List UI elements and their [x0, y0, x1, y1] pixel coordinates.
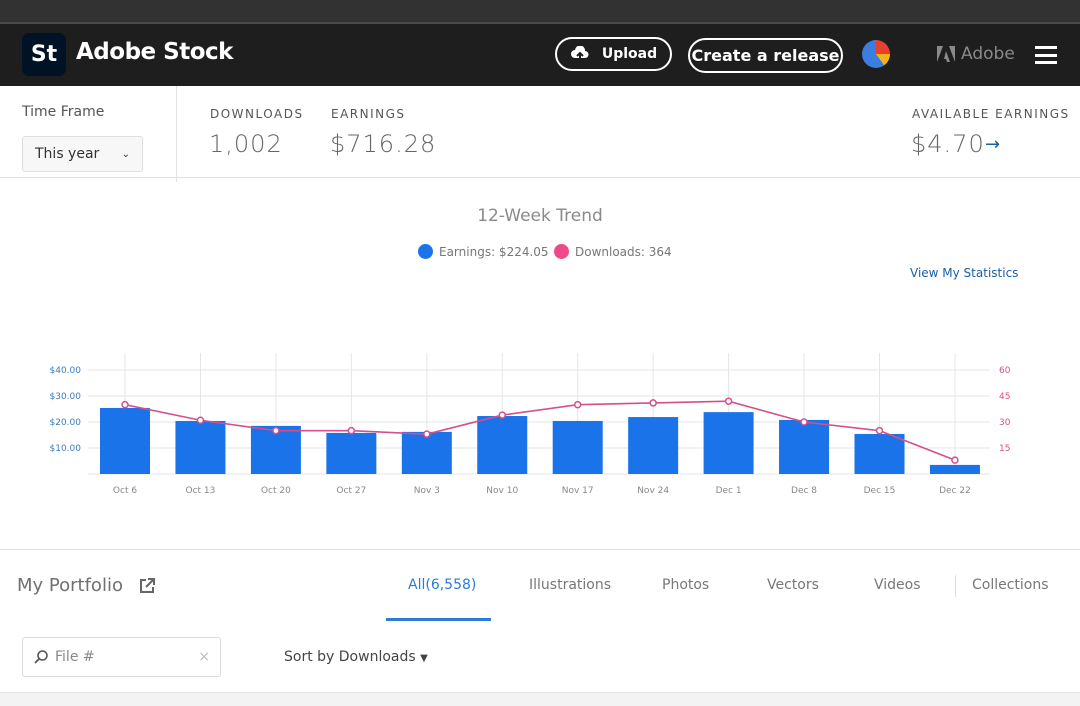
y-left-tick-label: $40.00: [50, 366, 82, 376]
chevron-down-icon: ▼: [420, 653, 428, 664]
time-frame-value: This year: [35, 146, 100, 162]
downloads-point: [573, 400, 582, 409]
x-tick-label: Oct 6: [113, 486, 137, 496]
upload-button[interactable]: Upload: [555, 37, 672, 71]
downloads-point: [498, 411, 506, 419]
tab-photos[interactable]: Photos: [662, 577, 710, 593]
hamburger-menu-icon[interactable]: [1035, 46, 1057, 64]
x-tick-label: Dec 8: [791, 486, 817, 496]
adobe-link[interactable]: Adobe: [937, 44, 1015, 64]
earnings-bar: [929, 464, 980, 474]
adobe-label: Adobe: [961, 44, 1015, 64]
browser-top-strip: [0, 0, 1080, 24]
avatar[interactable]: [862, 40, 890, 68]
y-right-tick-label: 15: [999, 444, 1010, 454]
tab-all[interactable]: All(6,558): [408, 577, 477, 593]
file-search-input[interactable]: File # ×: [22, 637, 221, 677]
adobe-logo-icon: [937, 46, 955, 62]
earnings-label: EARNINGS: [331, 107, 406, 121]
adobe-stock-logo[interactable]: St: [22, 33, 66, 76]
search-placeholder: File #: [55, 649, 95, 665]
downloads-dot-icon: [554, 244, 569, 259]
x-tick-label: Dec 15: [864, 486, 896, 496]
view-my-statistics-link[interactable]: View My Statistics: [910, 266, 1019, 280]
time-frame-label: Time Frame: [22, 104, 105, 120]
tab-vectors[interactable]: Vectors: [767, 577, 819, 593]
available-earnings-value: $4.70: [911, 130, 985, 158]
earnings-bar: [326, 432, 377, 474]
x-tick-label: Nov 10: [486, 486, 518, 496]
x-tick-label: Nov 17: [562, 486, 594, 496]
portfolio-title: My Portfolio: [17, 575, 123, 596]
stats-bar: Time Frame This year ⌄ DOWNLOADS 1,002 EA…: [0, 86, 1080, 182]
active-tab-indicator: [386, 618, 491, 621]
legend-downloads-label: Downloads: 364: [575, 244, 672, 259]
tab-videos[interactable]: Videos: [874, 577, 921, 593]
x-tick-label: Oct 27: [336, 486, 366, 496]
arrow-right-icon[interactable]: →: [985, 134, 1001, 155]
earnings-bar: [552, 420, 603, 474]
brand-name[interactable]: Adobe Stock: [76, 39, 233, 65]
trend-title: 12-Week Trend: [477, 206, 603, 226]
earnings-value: $716.28: [330, 130, 437, 158]
sort-dropdown[interactable]: Sort by Downloads ▼: [284, 649, 428, 665]
available-earnings-label: AVAILABLE EARNINGS: [912, 107, 1070, 121]
downloads-line: [124, 400, 956, 461]
legend-earnings-label: Earnings: $224.05: [439, 244, 549, 259]
earnings-bar: [477, 416, 528, 474]
y-right-tick-label: 60: [999, 366, 1011, 376]
app-header: St Adobe Stock Upload Create a release A…: [0, 24, 1080, 86]
y-left-tick-label: $20.00: [50, 418, 82, 428]
downloads-point: [724, 397, 733, 405]
divider: [955, 575, 956, 597]
x-tick-label: Oct 20: [261, 486, 291, 496]
earnings-bar: [854, 433, 905, 474]
earnings-bar: [100, 407, 150, 474]
downloads-point: [347, 426, 356, 435]
sort-label: Sort by Downloads: [284, 649, 416, 665]
cloud-upload-icon: [570, 46, 589, 61]
divider: [0, 549, 1080, 550]
y-left-tick-label: $30.00: [50, 392, 82, 402]
downloads-point: [649, 399, 657, 407]
downloads-label: DOWNLOADS: [210, 107, 304, 121]
downloads-point: [272, 426, 280, 435]
y-right-tick-label: 45: [999, 392, 1010, 402]
legend-downloads[interactable]: Downloads: 364: [554, 244, 672, 259]
downloads-point: [121, 400, 129, 409]
chevron-down-icon: ⌄: [121, 149, 130, 160]
y-right-tick-label: 30: [999, 418, 1011, 428]
upload-label: Upload: [601, 46, 658, 62]
earnings-bar: [628, 417, 679, 474]
earnings-dot-icon: [418, 244, 433, 259]
list-area: [0, 692, 1080, 706]
external-link-icon[interactable]: [139, 577, 155, 594]
portfolio-header: My Portfolio: [17, 575, 155, 596]
clear-icon[interactable]: ×: [198, 649, 210, 665]
x-tick-label: Oct 13: [186, 486, 216, 496]
downloads-point: [951, 456, 959, 464]
x-tick-label: Nov 24: [637, 486, 669, 496]
earnings-bar: [779, 419, 830, 474]
downloads-point: [875, 426, 884, 435]
downloads-value: 1,002: [209, 130, 283, 158]
x-tick-label: Nov 3: [414, 486, 440, 496]
earnings-bar: [703, 412, 754, 474]
downloads-point: [800, 418, 808, 426]
earnings-bar: [175, 420, 226, 474]
time-frame-select[interactable]: This year ⌄: [22, 136, 143, 172]
x-tick-label: Dec 1: [716, 486, 742, 496]
downloads-point: [423, 430, 431, 438]
create-release-button[interactable]: Create a release: [688, 38, 843, 73]
search-icon: [34, 650, 48, 664]
tab-collections[interactable]: Collections: [972, 577, 1049, 593]
tab-illustrations[interactable]: Illustrations: [529, 577, 612, 593]
earnings-bar: [401, 431, 452, 474]
legend-earnings[interactable]: Earnings: $224.05: [418, 244, 549, 259]
downloads-point: [196, 416, 205, 425]
y-left-tick-label: $10.00: [50, 444, 82, 454]
trend-chart: Oct 6 Oct 13 Oct 20 Oct 27 Nov 3 Nov 10 Nov 17…: [50, 353, 1011, 496]
divider: [176, 86, 177, 182]
x-tick-label: Dec 22: [939, 486, 971, 496]
